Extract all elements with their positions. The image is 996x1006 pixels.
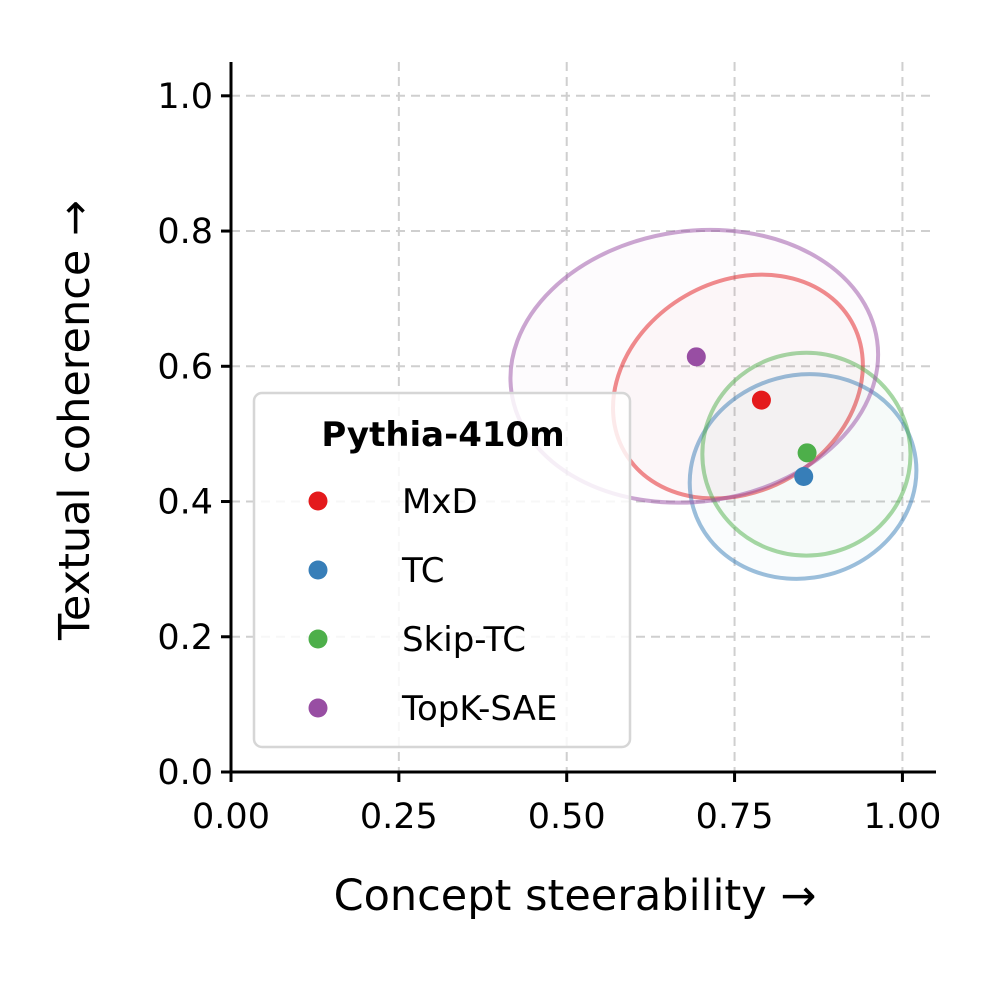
legend-marker-skip-tc [308,629,328,649]
data-points [686,347,817,487]
x-tick-label: 0.25 [360,797,438,837]
point-tc [794,467,814,487]
x-axis-label: Concept steerability → [334,871,817,921]
legend-marker-mxd [308,491,328,511]
x-tick-label: 0.75 [696,797,774,837]
y-tick-label: 0.8 [157,212,213,252]
y-axis-label: Textual coherence → [50,200,100,641]
legend-frame [252,391,632,749]
legend: Pythia-410m MxD TC Skip-TC TopK-SAE [252,391,632,749]
x-tick-label: 0.00 [192,797,270,837]
y-tick-label: 0.6 [157,347,213,387]
legend-label-skip-tc: Skip-TC [402,620,526,660]
legend-items: MxD TC Skip-TC TopK-SAE [308,482,557,729]
point-topk-sae [686,347,706,367]
ticks: 0.00 0.25 0.50 0.75 1.00 0.0 0.2 0.4 0.6 0.8 1.0 [157,77,941,837]
y-tick-label: 1.0 [157,77,213,117]
y-tick-label: 0.0 [157,753,213,793]
legend-marker-tc [308,560,328,580]
x-tick-label: 1.00 [863,797,941,837]
legend-title: Pythia-410m [321,415,564,455]
legend-label-topk-sae: TopK-SAE [401,689,557,729]
legend-marker-topk-sae [308,698,328,718]
axes [229,62,936,774]
point-skip-tc [797,443,817,463]
y-tick-label: 0.4 [157,483,213,523]
ellipse-skip-tc [700,350,913,558]
ellipse-tc [687,372,919,581]
y-tick-label: 0.2 [157,618,213,658]
point-mxd [751,390,771,410]
legend-label-tc: TC [401,551,445,591]
x-tick-label: 0.50 [528,797,606,837]
legend-label-mxd: MxD [402,482,478,522]
